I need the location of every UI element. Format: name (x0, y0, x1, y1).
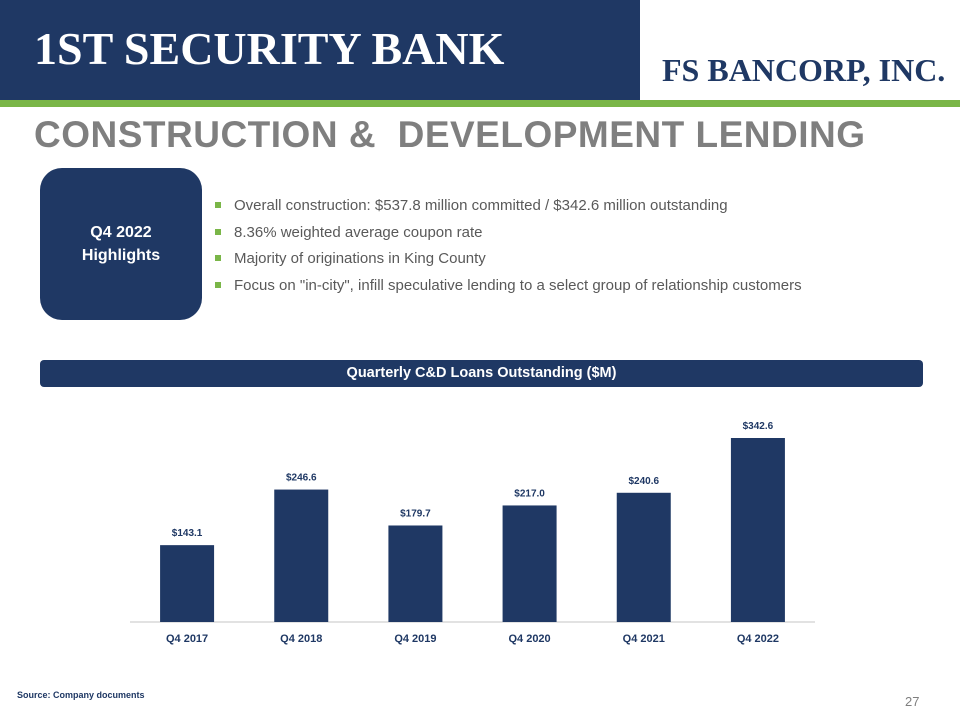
data-label: $246.6 (286, 473, 317, 484)
bar-q4-2017 (160, 545, 215, 622)
bar-q4-2019 (388, 525, 443, 622)
bar-q4-2018 (274, 489, 329, 622)
parent-company-logo: FS BANCORP, INC. (662, 52, 946, 88)
data-label: $342.6 (743, 421, 774, 432)
bar-q4-2021 (616, 492, 671, 622)
data-label: $240.6 (628, 476, 659, 487)
x-tick-label: Q4 2020 (508, 633, 550, 645)
x-tick-label: Q4 2017 (166, 633, 208, 645)
bullet-icon (215, 228, 221, 235)
bar-q4-2022 (730, 438, 785, 622)
chart-title: Quarterly C&D Loans Outstanding ($M) (40, 360, 923, 387)
bank-logo: 1ST SECURITY BANK (34, 23, 505, 74)
header-logo-area (640, 0, 960, 100)
list-item-text: Overall construction: $537.8 million com… (234, 197, 728, 214)
highlights-list: Overall construction: $537.8 million com… (214, 193, 802, 299)
highlights-label: Highlights (81, 247, 161, 264)
bar-q4-2020 (502, 505, 557, 622)
highlights-period: Q4 2022 (90, 224, 152, 241)
list-item-text: 8.36% weighted average coupon rate (234, 223, 483, 241)
highlights-badge: Q4 2022 Highlights (40, 168, 202, 320)
source-note: Source: Company documents (17, 690, 145, 700)
list-item: Overall construction: $537.8 million com… (214, 193, 802, 220)
bullet-icon (215, 281, 221, 288)
header-band (0, 0, 640, 100)
x-tick-label: Q4 2018 (280, 633, 322, 645)
x-tick-label: Q4 2019 (394, 633, 436, 645)
list-item-text: Focus on "in-city", infill speculative l… (234, 276, 802, 294)
bullet-icon (215, 202, 221, 208)
x-tick-label: Q4 2022 (737, 633, 779, 645)
data-label: $143.1 (172, 528, 203, 539)
data-label: $217.0 (514, 488, 545, 499)
list-item: Majority of originations in King County (214, 246, 802, 273)
data-label: $179.7 (400, 508, 431, 519)
list-item: Focus on "in-city", infill speculative l… (214, 273, 802, 300)
x-tick-label: Q4 2021 (623, 633, 665, 645)
page-number: 27 (905, 694, 920, 709)
list-item: 8.36% weighted average coupon rate (214, 220, 802, 247)
slide-title: CONSTRUCTION & DEVELOPMENT LENDING (34, 114, 866, 155)
bullet-icon (215, 255, 221, 261)
list-item-text: Majority of originations in King County (234, 250, 486, 267)
header-divider (0, 100, 960, 107)
